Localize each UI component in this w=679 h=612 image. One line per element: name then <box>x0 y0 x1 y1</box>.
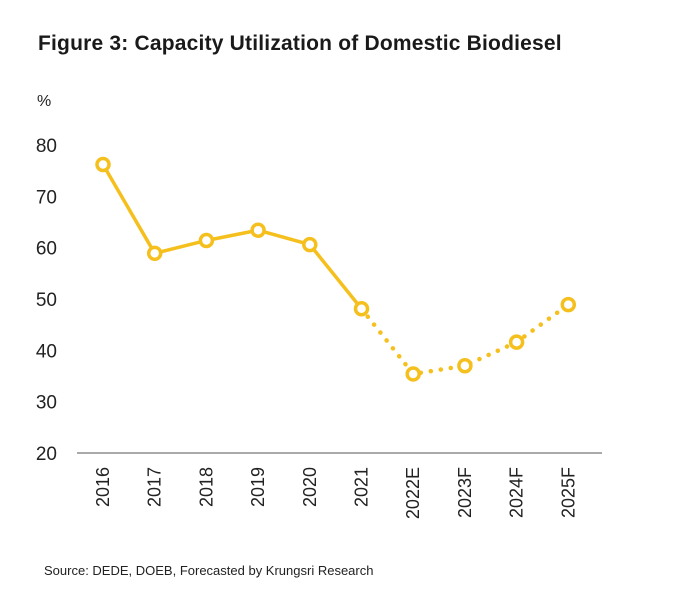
actual-series-line <box>101 162 364 311</box>
data-point-2023F <box>457 357 473 374</box>
data-point-2018 <box>198 232 215 249</box>
x-tick-label-2024F: 2024F <box>507 467 527 518</box>
forecast-series-line <box>359 302 571 377</box>
x-tick-label-2017: 2017 <box>145 467 165 507</box>
data-point-2024F <box>508 334 525 350</box>
x-tick-label-2021: 2021 <box>352 467 372 507</box>
y-tick-label-50: 50 <box>36 290 57 311</box>
x-tick-label-2018: 2018 <box>196 467 216 507</box>
y-axis-label: % <box>37 93 51 110</box>
data-point-2019 <box>250 222 266 238</box>
x-tick-label-2020: 2020 <box>300 467 320 507</box>
data-point-2022E <box>405 366 421 382</box>
x-tick-label-2016: 2016 <box>93 467 113 507</box>
x-tick-label-2025F: 2025F <box>558 467 578 518</box>
y-tick-label-60: 60 <box>36 239 57 260</box>
data-point-2020 <box>302 236 318 253</box>
x-tick-label-2022E: 2022E <box>403 467 423 519</box>
series-lines <box>101 162 571 377</box>
y-tick-label-40: 40 <box>36 341 57 362</box>
data-point-2016 <box>95 156 111 173</box>
x-tick-labels: 2016 2017 2018 2019 2020 2021 2022E 2023F 2024F 2… <box>93 467 578 519</box>
y-tick-labels: 20 30 40 50 60 70 80 <box>36 136 57 465</box>
data-point-2017 <box>146 245 163 262</box>
source-note: Source: DEDE, DOEB, Forecasted by Krungs… <box>44 563 374 578</box>
y-tick-label-70: 70 <box>36 187 57 208</box>
y-tick-label-30: 30 <box>36 393 57 414</box>
x-tick-label-2023F: 2023F <box>455 467 475 518</box>
data-point-2021 <box>353 301 370 317</box>
chart-title: Figure 3: Capacity Utilization of Domest… <box>38 32 562 55</box>
y-tick-label-20: 20 <box>36 444 57 465</box>
data-points <box>95 156 577 382</box>
data-point-2025F <box>560 296 577 313</box>
y-tick-label-80: 80 <box>36 136 57 157</box>
x-tick-label-2019: 2019 <box>248 467 268 507</box>
